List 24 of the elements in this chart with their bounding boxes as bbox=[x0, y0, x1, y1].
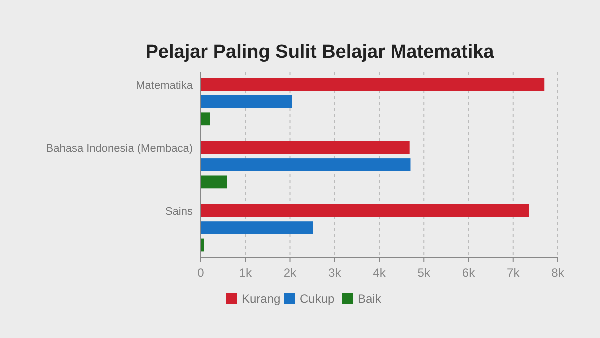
x-tick-label: 6k bbox=[462, 266, 476, 280]
x-tick-label: 1k bbox=[239, 266, 253, 280]
x-tick-label: 8k bbox=[552, 266, 566, 280]
x-tick-label: 7k bbox=[507, 266, 521, 280]
x-tick-label: 2k bbox=[284, 266, 298, 280]
legend-label: Baik bbox=[358, 292, 382, 306]
x-tick-label: 3k bbox=[328, 266, 342, 280]
x-tick-label: 5k bbox=[418, 266, 432, 280]
bar bbox=[201, 222, 314, 234]
bar bbox=[201, 158, 411, 172]
legend-label: Cukup bbox=[300, 292, 336, 306]
y-tick-label: Sains bbox=[165, 206, 194, 218]
bar bbox=[201, 96, 292, 108]
y-tick-label: Bahasa Indonesia (Membaca) bbox=[46, 142, 193, 155]
bar bbox=[201, 176, 228, 189]
x-tick-label: 4k bbox=[373, 266, 387, 280]
bar bbox=[201, 78, 545, 92]
x-tick-label: 0 bbox=[198, 266, 205, 280]
bar bbox=[201, 141, 410, 154]
chart-title: Pelajar Paling Sulit Belajar Matematika bbox=[146, 42, 495, 63]
legend-label: Kurang bbox=[242, 292, 281, 306]
bar bbox=[201, 112, 210, 126]
y-tick-label: Matematika bbox=[136, 80, 194, 92]
bar bbox=[201, 204, 529, 218]
